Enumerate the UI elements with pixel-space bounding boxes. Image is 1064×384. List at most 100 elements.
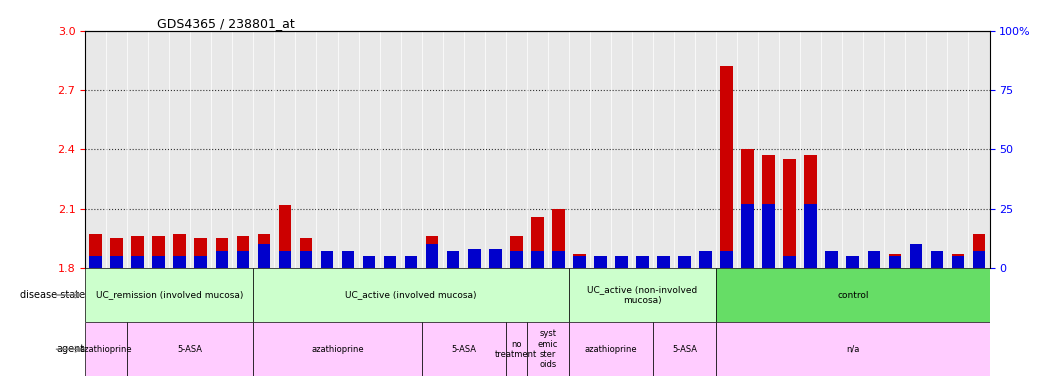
- Bar: [615, 258, 628, 268]
- Bar: [716, 31, 737, 268]
- Bar: [316, 31, 337, 268]
- Bar: [505, 31, 527, 268]
- Bar: [931, 251, 944, 268]
- Text: azathioprine: azathioprine: [311, 345, 364, 354]
- Bar: [236, 236, 249, 268]
- Bar: [763, 204, 775, 268]
- Bar: [464, 31, 485, 268]
- Text: syst
emic
ster
oids: syst emic ster oids: [537, 329, 558, 369]
- Text: agent: agent: [56, 344, 85, 354]
- Bar: [489, 249, 501, 268]
- FancyBboxPatch shape: [505, 322, 527, 376]
- Text: no
treatment: no treatment: [495, 339, 537, 359]
- Bar: [695, 31, 716, 268]
- FancyBboxPatch shape: [253, 322, 421, 376]
- Bar: [106, 31, 128, 268]
- Bar: [363, 256, 376, 268]
- Bar: [253, 31, 275, 268]
- Bar: [195, 256, 207, 268]
- FancyBboxPatch shape: [253, 268, 569, 322]
- Bar: [279, 205, 292, 268]
- Bar: [527, 31, 548, 268]
- Bar: [148, 31, 169, 268]
- Bar: [363, 258, 376, 268]
- Bar: [401, 31, 421, 268]
- Bar: [300, 251, 312, 268]
- Bar: [742, 149, 754, 268]
- Bar: [380, 31, 401, 268]
- FancyBboxPatch shape: [569, 322, 653, 376]
- Bar: [443, 31, 464, 268]
- Bar: [910, 256, 922, 268]
- Bar: [421, 31, 443, 268]
- Bar: [573, 254, 585, 268]
- Bar: [594, 256, 606, 268]
- Bar: [951, 254, 964, 268]
- Bar: [359, 31, 380, 268]
- Bar: [552, 209, 565, 268]
- FancyBboxPatch shape: [128, 322, 253, 376]
- Bar: [337, 31, 359, 268]
- Bar: [779, 31, 800, 268]
- Bar: [847, 256, 859, 268]
- FancyBboxPatch shape: [421, 322, 505, 376]
- Bar: [759, 31, 779, 268]
- Bar: [320, 251, 333, 268]
- Bar: [195, 238, 207, 268]
- Bar: [85, 31, 106, 268]
- Bar: [489, 260, 501, 268]
- Bar: [89, 234, 102, 268]
- Bar: [152, 256, 165, 268]
- Bar: [847, 256, 859, 268]
- Bar: [548, 31, 569, 268]
- Bar: [384, 256, 397, 268]
- Text: GDS4365 / 238801_at: GDS4365 / 238801_at: [157, 17, 295, 30]
- Bar: [763, 155, 775, 268]
- Bar: [863, 31, 884, 268]
- Bar: [947, 31, 968, 268]
- Bar: [131, 236, 144, 268]
- FancyBboxPatch shape: [85, 322, 128, 376]
- Bar: [867, 251, 880, 268]
- Bar: [275, 31, 296, 268]
- Text: azathioprine: azathioprine: [80, 345, 132, 354]
- Bar: [589, 31, 611, 268]
- Bar: [800, 31, 821, 268]
- Bar: [611, 31, 632, 268]
- Bar: [510, 251, 522, 268]
- Text: azathioprine: azathioprine: [584, 345, 637, 354]
- Bar: [169, 31, 190, 268]
- Bar: [783, 256, 796, 268]
- Bar: [884, 31, 905, 268]
- Bar: [296, 31, 316, 268]
- FancyBboxPatch shape: [716, 268, 990, 322]
- Text: UC_active (involved mucosa): UC_active (involved mucosa): [346, 291, 477, 300]
- Text: 5-ASA: 5-ASA: [451, 345, 477, 354]
- Bar: [190, 31, 212, 268]
- Bar: [404, 256, 417, 268]
- FancyBboxPatch shape: [716, 322, 990, 376]
- Bar: [468, 249, 481, 268]
- Bar: [737, 31, 759, 268]
- Bar: [888, 254, 901, 268]
- Bar: [699, 251, 712, 268]
- Bar: [468, 256, 481, 268]
- Bar: [905, 31, 927, 268]
- Bar: [173, 256, 186, 268]
- Bar: [300, 238, 312, 268]
- Bar: [447, 251, 460, 268]
- Bar: [658, 256, 670, 268]
- Text: control: control: [837, 291, 868, 300]
- Bar: [131, 256, 144, 268]
- Bar: [931, 254, 944, 268]
- Bar: [615, 256, 628, 268]
- Bar: [173, 234, 186, 268]
- Bar: [111, 238, 123, 268]
- Bar: [531, 251, 544, 268]
- Bar: [111, 256, 123, 268]
- Bar: [257, 234, 270, 268]
- Bar: [128, 31, 148, 268]
- Bar: [531, 217, 544, 268]
- Bar: [89, 256, 102, 268]
- Bar: [594, 256, 606, 268]
